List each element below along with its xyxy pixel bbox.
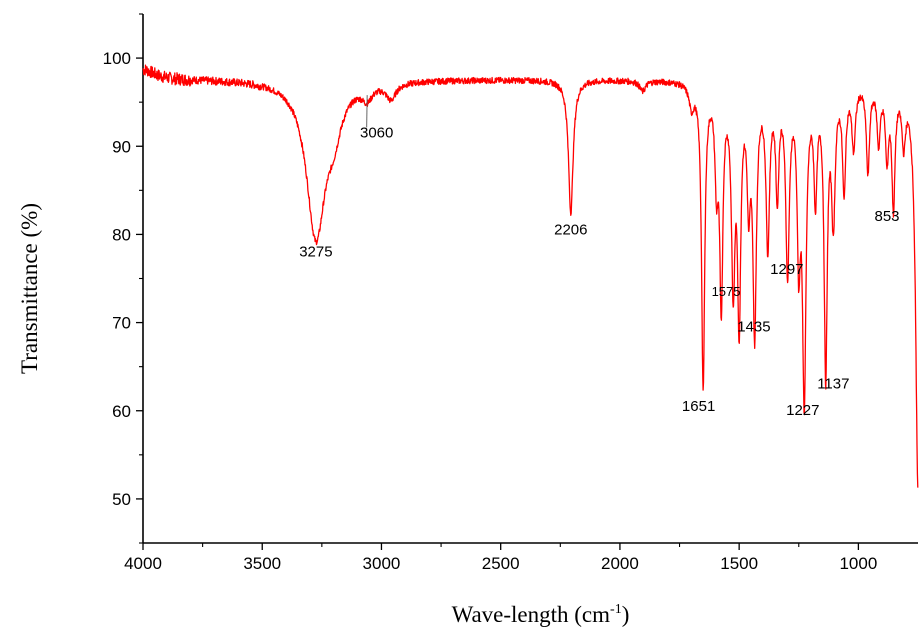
y-tick-label: 70: [112, 314, 131, 333]
y-tick-label: 80: [112, 225, 131, 244]
y-tick-label: 50: [112, 490, 131, 509]
peak-label: 2206: [554, 221, 587, 238]
y-axis-title: Transmittance (%): [17, 203, 42, 374]
x-axis-title-close: ): [622, 602, 630, 627]
peak-label: 1651: [682, 398, 715, 415]
peak-label: 853: [874, 208, 899, 225]
x-tick-label: 4000: [124, 554, 162, 573]
peak-label: 3060: [360, 124, 393, 141]
x-tick-label: 3500: [243, 554, 281, 573]
tick-labels: 4000 3500 3000 2500 2000 1500 1000 50 60 70 80 90 10…: [103, 49, 878, 573]
tick-marks: [136, 13, 860, 550]
spectrum-line: [142, 64, 919, 488]
peak-label: 1297: [770, 261, 803, 278]
x-axis-title: Wave-length (cm-1): [452, 602, 630, 627]
peak-label: 3275: [299, 243, 332, 260]
x-tick-label: 1000: [839, 554, 877, 573]
x-tick-label: 2000: [601, 554, 639, 573]
peak-label: 1227: [786, 402, 819, 419]
x-tick-label: 3000: [363, 554, 401, 573]
x-axis-title-superscript: -1: [610, 602, 622, 617]
y-tick-label: 90: [112, 137, 131, 156]
x-axis-title-main: Wave-length (cm: [452, 602, 611, 627]
x-tick-label: 1500: [720, 554, 758, 573]
peak-label: 1137: [817, 376, 849, 393]
peak-annotations: 3275 3060 2206 1651 1575 1435 1297 1227 1137 853: [299, 95, 900, 419]
x-tick-label: 2500: [482, 554, 520, 573]
peak-label: 1575: [712, 284, 741, 299]
y-tick-label: 60: [112, 402, 131, 421]
peak-label: 1435: [737, 318, 770, 335]
y-axis-title-group: Transmittance (%): [17, 203, 42, 374]
y-tick-label: 100: [103, 49, 131, 68]
